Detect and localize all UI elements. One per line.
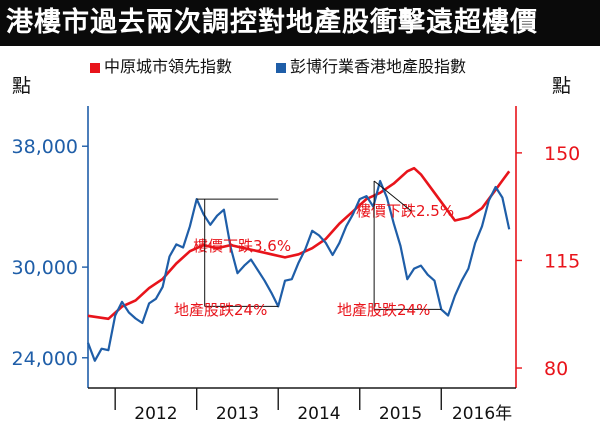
annotation-line [373,180,412,212]
chart-title: 港樓市過去兩次調控對地產股衝擊遠超樓價 [6,7,538,38]
annotation-label: 樓價下跌2.5% [356,202,454,220]
annotation-label: 地產股跌24% [337,301,430,319]
title-bar [0,0,600,46]
x-axis-tick-label: 2013 [216,404,259,424]
annotation-label: 樓價下跌3.6% [193,237,291,255]
left-axis-tick-label: 38,000 [12,136,78,158]
x-axis-tick-label: 2016年 [452,404,512,424]
left-axis-label: 點 [12,75,31,97]
legend-swatch [90,63,100,73]
legend-label: 中原城市領先指數 [104,57,232,76]
x-axis-tick-label: 2014 [297,404,340,424]
right-axis-tick-label: 150 [544,143,580,165]
series-line-stock-index [86,179,511,362]
legend-label: 彭博行業香港地產股指數 [290,57,466,76]
right-axis-label: 點 [552,75,571,97]
right-axis-tick-label: 80 [544,358,568,380]
legend-swatch [276,63,286,73]
x-axis-tick-label: 2012 [134,404,177,424]
x-axis-tick-label: 2015 [379,404,422,424]
series-line-property-index [87,166,511,321]
left-axis-tick-label: 30,000 [12,257,78,279]
annotation-label: 地產股跌24% [174,301,267,319]
left-axis-tick-label: 24,000 [12,348,78,370]
right-axis-tick-label: 115 [544,250,580,272]
